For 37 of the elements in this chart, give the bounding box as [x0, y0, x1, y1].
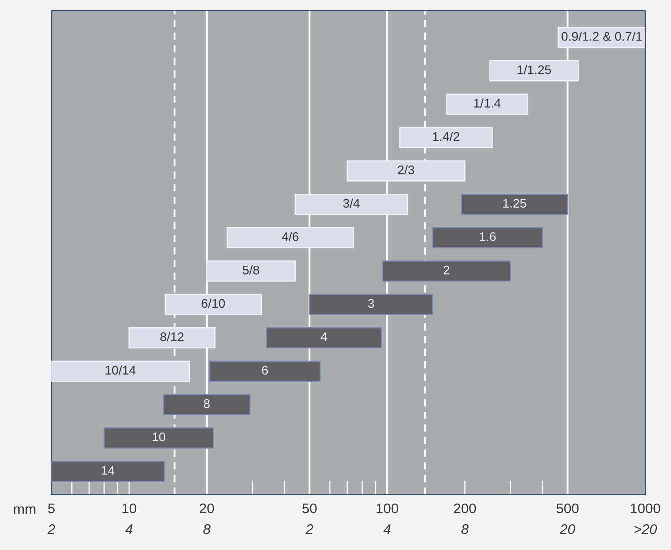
series-label: 10/14	[106, 366, 136, 375]
x-tick-label: 200	[454, 504, 476, 514]
series-label: 6/10	[202, 298, 226, 308]
series-label: 4	[320, 332, 328, 342]
x-tick-label: 50	[302, 504, 317, 514]
text: 2	[306, 524, 314, 534]
x-tick-label: 10	[122, 504, 137, 514]
text: 4	[384, 524, 391, 534]
text: 2	[48, 524, 56, 534]
series-label: 1/1.4	[474, 98, 501, 108]
series-label: 1.6	[480, 232, 496, 242]
series-label: 6	[262, 366, 268, 375]
series-label: 3	[368, 299, 374, 308]
series-label: 1.25	[504, 199, 526, 208]
series-label: 10	[152, 432, 166, 442]
text: 4	[126, 524, 133, 534]
x-tick-label: 20	[200, 504, 214, 514]
series-label: 2/3	[398, 165, 414, 175]
series-label: 14	[102, 466, 115, 475]
text: 8	[204, 524, 211, 534]
series-label: 8	[204, 399, 210, 408]
x-tick-label: 100	[376, 504, 398, 514]
series-label: 8/12	[160, 332, 184, 342]
x-tick-label: 5	[48, 504, 55, 514]
series-label: 3/4	[343, 198, 360, 208]
x-tick-label: 1000	[631, 504, 660, 514]
x-tick-label: 500	[556, 504, 579, 514]
x-axis-title: mm	[14, 506, 36, 514]
text: >20	[634, 524, 658, 534]
series-label: 2	[444, 266, 450, 275]
series-label: 0.9/1.2 & 0.7/1	[562, 32, 642, 42]
text: 8	[462, 524, 469, 534]
series-label: 1.4/2	[433, 132, 460, 142]
series-label: 5/8	[243, 266, 260, 275]
series-label: 4/6	[282, 232, 299, 242]
text: 20	[560, 524, 576, 534]
series-label: 1/1.25	[518, 65, 552, 74]
